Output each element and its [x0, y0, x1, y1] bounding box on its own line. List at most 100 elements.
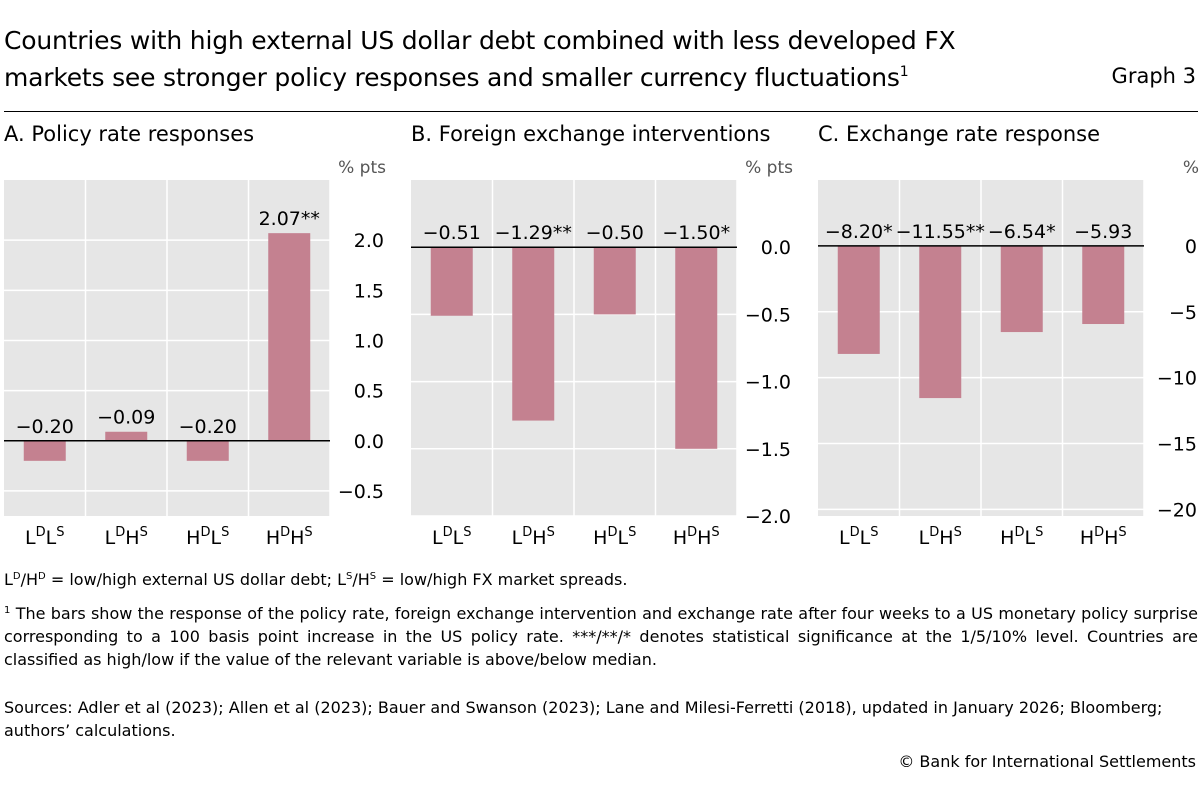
panel-a-ytick-label: 1.5 [354, 280, 384, 302]
panel-c-data-label: −6.54* [988, 221, 1056, 243]
footnote-mark: 1 [4, 605, 11, 616]
category-label-letter: L [617, 527, 628, 549]
panel-a-ytick-label: 0.0 [354, 431, 384, 453]
panel-b-category-label: LDLS [432, 525, 471, 549]
def-sup-2: D [38, 571, 46, 582]
category-label-superscript: S [221, 525, 229, 540]
panel-b-ytick-label: −2.0 [745, 506, 791, 528]
category-label-letter: L [1024, 527, 1035, 549]
category-label-superscript: D [1094, 525, 1104, 540]
category-label-superscript: S [628, 525, 636, 540]
def-sup-4: S [369, 571, 377, 582]
category-label-superscript: D [200, 525, 210, 540]
panel-c-ytick-label: 0 [1185, 236, 1197, 258]
category-label-letter: H [593, 527, 607, 549]
panel-a-title: A. Policy rate responses [4, 122, 255, 146]
panel-c-ytick-label: −10 [1157, 368, 1197, 390]
category-label-superscript: D [443, 525, 453, 540]
panel-a-bar [105, 431, 148, 441]
panel-b-data-label: −1.50* [662, 222, 730, 244]
category-label-superscript: S [711, 525, 719, 540]
category-label-superscript: D [850, 525, 860, 540]
panel-a-unit: % pts [338, 158, 386, 178]
panel-c-category-label: HDLS [1000, 525, 1043, 549]
category-label-superscript: S [1118, 525, 1126, 540]
category-label-letter: L [105, 527, 116, 549]
category-label-letter: H [1080, 527, 1094, 549]
category-label-letter: L [860, 527, 871, 549]
panel-b-unit: % pts [745, 158, 793, 178]
def-part-5: = low/high FX market spreads. [376, 570, 628, 589]
def-sup-1: D [12, 571, 21, 582]
title-line-2: markets see stronger policy responses an… [4, 63, 900, 92]
category-label-letter: H [697, 527, 711, 549]
category-label-superscript: D [36, 525, 46, 540]
category-label-letter: L [25, 527, 36, 549]
graph-title: Countries with high external US dollar d… [4, 22, 1014, 96]
category-label-letter: H [939, 527, 953, 549]
panel-b-category-label: LDHS [512, 525, 555, 549]
panel-b-ytick-label: −1.0 [745, 372, 791, 394]
panel-a-data-label: −0.20 [179, 416, 237, 438]
panel-c-category-label: LDHS [919, 525, 962, 549]
panel-a-ytick-label: −0.5 [338, 481, 384, 503]
panel-a-category-label: LDLS [25, 525, 64, 549]
category-label-letter: H [1104, 527, 1118, 549]
category-label-superscript: D [929, 525, 939, 540]
category-label-superscript: D [687, 525, 697, 540]
title-footnote-mark: 1 [899, 64, 909, 80]
title-divider [4, 111, 1198, 112]
category-label-superscript: S [547, 525, 555, 540]
panel-c-bar [837, 245, 880, 354]
panel-b-bar [675, 247, 718, 449]
panel-c-unit: % [1182, 158, 1199, 178]
def-part-2: /H [20, 570, 39, 589]
panel-c-title: C. Exchange rate response [818, 122, 1101, 146]
category-label-superscript: S [870, 525, 878, 540]
category-label-letter: H [532, 527, 546, 549]
panel-b-data-label: −0.50 [586, 222, 644, 244]
category-label-letter: H [125, 527, 139, 549]
category-label-letter: L [839, 527, 850, 549]
panel-b-bar [512, 247, 555, 421]
panel-b-ytick-label: −0.5 [745, 304, 791, 326]
panel-c-category-label: HDHS [1080, 525, 1127, 549]
panel-b-title: B. Foreign exchange interventions [411, 122, 771, 146]
category-label-letter: L [432, 527, 443, 549]
panel-a-ytick-label: 2.0 [354, 230, 384, 252]
category-label-superscript: S [463, 525, 471, 540]
category-label-superscript: D [115, 525, 125, 540]
panel-a-category-label: LDHS [105, 525, 148, 549]
category-label-superscript: D [522, 525, 532, 540]
panel-c-chart: 0−5−10−15−20−8.20*LDLS−11.55**LDHS−6.54*… [818, 180, 1197, 549]
category-label-superscript: D [607, 525, 617, 540]
panel-a-bar [23, 440, 66, 461]
panel-a-data-label: −0.09 [97, 407, 155, 429]
category-label-superscript: S [1035, 525, 1043, 540]
category-label-letter: H [266, 527, 280, 549]
panel-c-data-label: −5.93 [1074, 221, 1132, 243]
category-label-letter: L [919, 527, 930, 549]
panel-b-data-label: −1.29** [495, 222, 572, 244]
panel-c-bar [1000, 245, 1043, 333]
panel-c-bar [1082, 245, 1125, 325]
panel-c-category-label: LDLS [839, 525, 878, 549]
panel-b-category-label: HDHS [673, 525, 720, 549]
panel-c-bar [919, 245, 962, 399]
panel-b-category-label: HDLS [593, 525, 636, 549]
category-label-letter: L [46, 527, 57, 549]
graph-number: Graph 3 [1111, 64, 1196, 88]
def-part-1: L [4, 570, 13, 589]
panel-a-bar [186, 440, 229, 461]
panel-a-category-label: HDLS [186, 525, 229, 549]
category-label-letter: H [186, 527, 200, 549]
category-label-letter: L [512, 527, 523, 549]
panel-b-chart: 0.0−0.5−1.0−1.5−2.0−0.51LDLS−1.29**LDHS−… [411, 180, 791, 549]
category-label-superscript: S [56, 525, 64, 540]
panel-c-ytick-label: −5 [1169, 302, 1197, 324]
category-label-letter: H [673, 527, 687, 549]
category-label-letter: L [210, 527, 221, 549]
category-label-superscript: D [1014, 525, 1024, 540]
panel-a-bar [268, 233, 311, 441]
definition-note: LD/HD = low/high external US dollar debt… [4, 568, 1198, 591]
